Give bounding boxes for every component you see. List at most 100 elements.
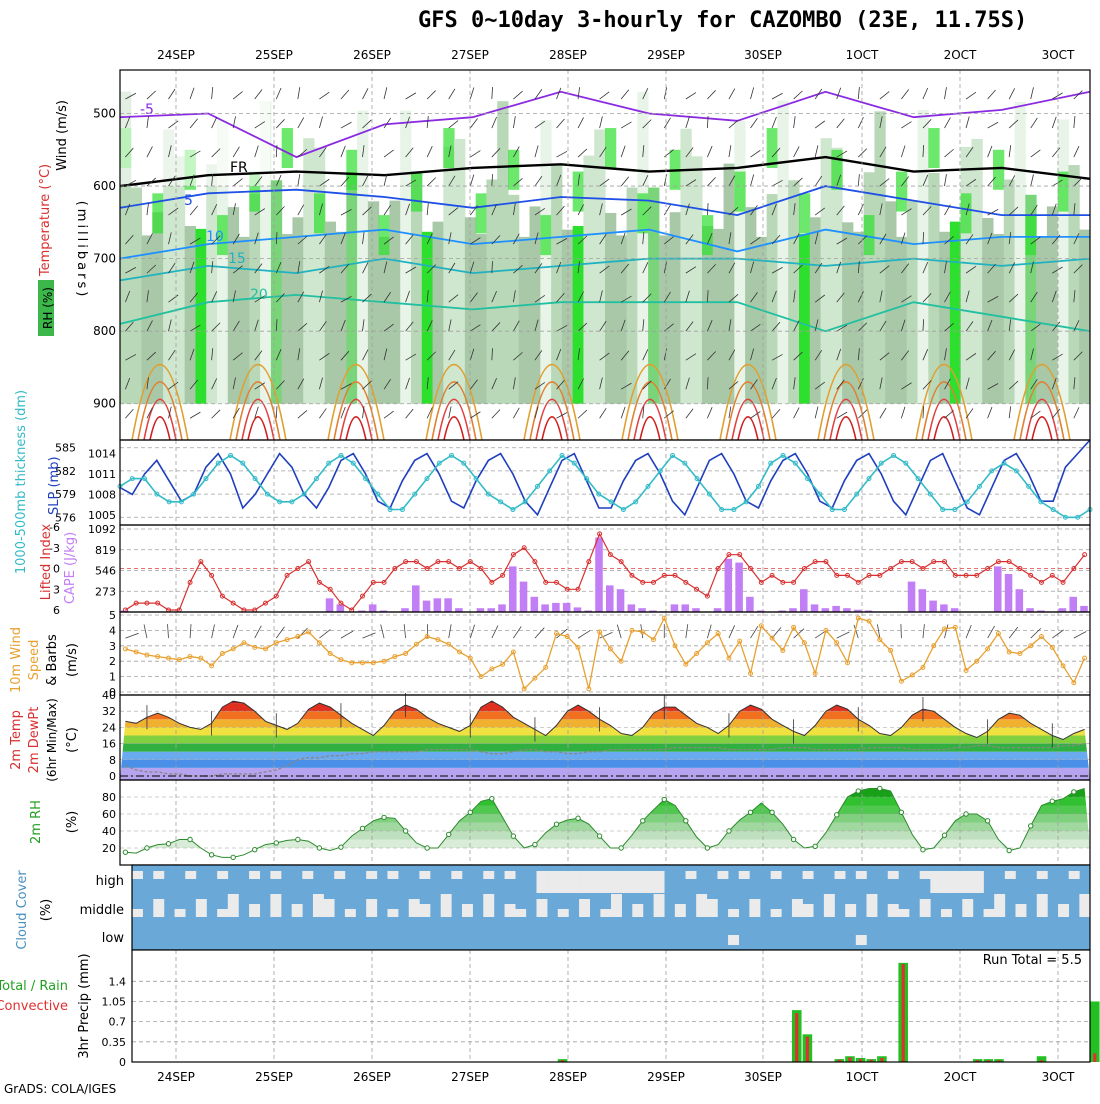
cloud-mid-cell: [611, 894, 622, 917]
y-tick: 5: [109, 609, 116, 622]
rh-high-cell: [799, 193, 810, 233]
y-tick: 800: [93, 324, 116, 338]
rh-point: [382, 815, 386, 819]
cloud-mid-cell: [132, 909, 143, 917]
rh-shade-cell: [1079, 230, 1090, 404]
cloud-high-cell: [941, 871, 952, 893]
cape-bar: [541, 604, 549, 612]
wind-barb: [729, 625, 735, 638]
rh-shade-cell: [185, 226, 196, 404]
cape-bar: [919, 589, 927, 612]
rh-shade-cell: [885, 201, 896, 403]
cloud-mid-cell: [483, 894, 494, 917]
cape-bar: [929, 601, 937, 612]
cloud-mid-cell: [462, 904, 473, 917]
cloud-high-cell: [185, 871, 196, 879]
li-axis-label: Lifted Index: [39, 523, 54, 600]
wind-barb: [686, 624, 688, 638]
rh-point: [166, 842, 170, 846]
x-tick-top: 2OCT: [944, 48, 977, 62]
cloud-mid-cell: [632, 904, 643, 917]
x-tick-top: 1OCT: [846, 48, 879, 62]
cloud-high-cell: [153, 871, 164, 879]
rh2m-axis-label: 2m RH: [29, 800, 44, 844]
cloud-mid-cell: [654, 894, 665, 917]
rh-shade-cell: [1004, 180, 1015, 404]
temp-axis-label: 2m DewPt: [27, 707, 42, 774]
slp-axis-label: SLP (mb): [47, 456, 62, 515]
cloud-high-cell: [973, 871, 984, 893]
wind10m-axis-label: Speed: [27, 640, 42, 681]
cloud-mid-cell: [196, 899, 207, 917]
rh-point: [748, 810, 752, 814]
cloud-high-cell: [611, 871, 622, 893]
cloud-high-cell: [686, 871, 697, 879]
rh-point: [576, 816, 580, 820]
y-tick: 0: [119, 1056, 126, 1069]
rh-shade-cell: [982, 218, 993, 404]
cape-bar: [434, 598, 442, 612]
rh-shade-cell: [864, 172, 875, 403]
cloud-level-label: low: [102, 931, 125, 946]
wind-barb: [449, 624, 451, 638]
rh-shade-cell: [1068, 165, 1079, 404]
cloud-mid-cell: [962, 899, 973, 917]
cloud-mid-cell: [941, 909, 952, 917]
cloud-mid-cell: [824, 894, 835, 917]
cloud-high-cell: [600, 871, 611, 893]
cape-bar: [832, 606, 840, 612]
run-total-annotation: Run Total = 5.5: [983, 953, 1082, 968]
cloud-high-cell: [952, 871, 963, 893]
cloud-mid-cell: [994, 894, 1005, 917]
cloud-high-cell: [249, 871, 260, 879]
rh-point: [274, 841, 278, 845]
rh-high-cell: [152, 193, 163, 233]
cloud-high-cell: [771, 871, 782, 879]
cloud-high-cell: [803, 871, 814, 879]
rh-shade-cell: [152, 212, 163, 404]
rh-point: [899, 810, 903, 814]
cape-bar: [563, 603, 571, 612]
precip-conv-bar: [806, 1037, 809, 1062]
wind-barb: [1009, 627, 1018, 638]
page-title: GFS 0~10day 3-hourly for CAZOMBO (23E, 1…: [418, 8, 1027, 33]
li-point: [1083, 553, 1087, 557]
rh-shade-cell: [939, 232, 950, 404]
cape-bar: [326, 598, 334, 612]
cloud-mid-cell: [845, 904, 856, 917]
rh-axis-label: RH (%): [41, 287, 55, 329]
cloud-mid-cell: [366, 899, 377, 917]
isotherm-label: 10: [206, 229, 224, 245]
rh-point: [942, 833, 946, 837]
x-tick-bottom: 30SEP: [744, 1070, 782, 1084]
isotherm-label: 20: [250, 287, 268, 303]
temp-band: [120, 695, 1090, 703]
cloud-mid-cell: [441, 894, 452, 917]
cloud-mid-cell: [249, 904, 260, 917]
thickness-axis-label: 1000-500mb thickness (dm): [14, 390, 29, 574]
rh-point: [1050, 799, 1054, 803]
x-tick-top: 24SEP: [157, 48, 195, 62]
cloud-mid-cell: [888, 904, 899, 917]
cloud-high-cell: [547, 871, 558, 893]
rh-high-cell: [896, 172, 907, 212]
rh-high-cell: [831, 150, 842, 190]
rh-high-cell: [346, 150, 357, 190]
rh-point: [339, 845, 343, 849]
cape-bar: [509, 566, 517, 612]
y-tick: 32: [102, 705, 116, 718]
x-tick-bottom: 24SEP: [157, 1070, 195, 1084]
rh-high-cell: [1058, 172, 1069, 212]
cape-bar: [498, 604, 506, 612]
cloud-mid-cell: [153, 899, 164, 917]
rh-high-cell: [476, 193, 487, 233]
rh-shade-cell: [519, 237, 530, 404]
temp-axis-label: 2m Temp: [9, 710, 24, 770]
cloud-high-cell: [217, 871, 228, 879]
y-tick: 1: [109, 671, 116, 684]
rh-point: [921, 848, 925, 852]
rh-band: [120, 814, 1090, 823]
series-lifted-index: [125, 534, 1084, 610]
wind-axis-label: Wind (m/s): [55, 100, 70, 171]
